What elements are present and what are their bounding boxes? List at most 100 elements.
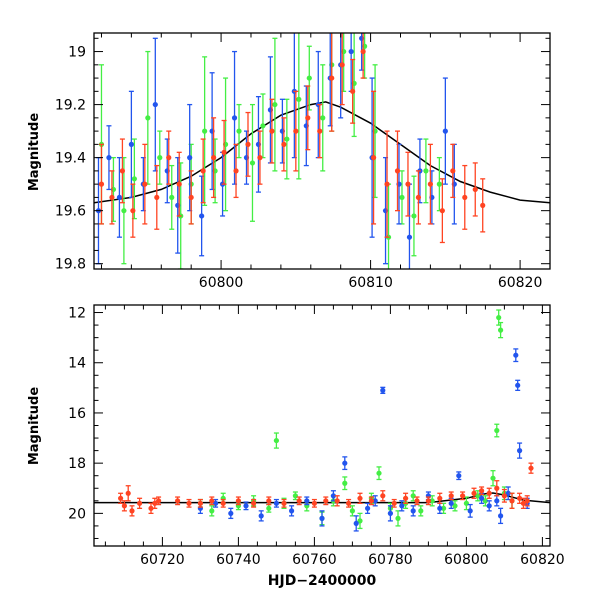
data-point <box>188 194 194 201</box>
data-point <box>429 498 435 504</box>
data-point <box>406 234 413 240</box>
data-point <box>258 513 264 519</box>
data-point <box>176 181 182 187</box>
data-point <box>273 500 279 506</box>
data-point <box>152 500 158 506</box>
data-point <box>148 505 154 511</box>
data-point <box>119 168 126 174</box>
data-point <box>199 213 205 219</box>
data-point <box>121 208 127 214</box>
data-point <box>209 508 215 514</box>
data-point <box>501 493 507 499</box>
data-point <box>293 128 299 134</box>
data-point <box>405 181 411 187</box>
data-point <box>365 505 371 511</box>
data-point <box>169 194 175 201</box>
data-point <box>395 515 401 521</box>
data-point <box>380 493 386 499</box>
data-point <box>157 155 163 161</box>
data-point <box>410 508 416 514</box>
top-y-axis-title: Magnitude <box>27 113 42 192</box>
data-point <box>200 168 206 174</box>
top-panel: 60800 60810 60820 19 19.2 19.4 19.6 19.8 <box>55 32 551 291</box>
series-red <box>118 462 534 517</box>
data-point <box>260 123 266 129</box>
data-point <box>269 128 275 134</box>
data-point <box>125 490 131 496</box>
data-point <box>209 498 215 504</box>
data-point <box>211 155 217 161</box>
data-point <box>152 101 158 108</box>
data-point <box>496 314 502 321</box>
data-point <box>517 448 523 454</box>
data-point <box>220 500 226 506</box>
data-point <box>448 493 454 499</box>
data-point <box>175 498 181 504</box>
data-point <box>486 490 492 496</box>
data-point <box>372 498 378 504</box>
data-point <box>479 488 485 494</box>
y-tick-label: 18 <box>68 456 86 472</box>
y-tick-label: 19 <box>68 45 86 61</box>
data-point <box>418 508 424 514</box>
data-point <box>272 101 278 108</box>
data-point <box>334 498 340 504</box>
data-point <box>221 149 227 155</box>
data-point <box>243 503 249 509</box>
data-point <box>251 500 257 506</box>
data-point <box>154 194 160 201</box>
data-point <box>273 437 279 444</box>
data-point <box>305 115 311 121</box>
data-point <box>498 513 504 519</box>
data-point <box>357 518 363 524</box>
data-point <box>498 327 504 333</box>
data-point <box>482 498 488 504</box>
data-point <box>411 213 417 219</box>
data-point <box>339 62 345 68</box>
data-point <box>494 498 500 504</box>
data-point <box>437 495 443 501</box>
data-point <box>524 498 530 504</box>
data-point <box>142 181 148 187</box>
data-point <box>121 503 127 509</box>
axes: 60800 60810 60820 19 19.2 19.4 19.6 19.8 <box>55 33 551 291</box>
data-point <box>471 490 477 496</box>
data-point <box>480 202 486 208</box>
plot-frame <box>93 32 551 270</box>
data-point <box>257 155 263 161</box>
data-point <box>448 500 454 506</box>
data-point <box>462 194 468 201</box>
x-tick-label: 60740 <box>216 552 261 568</box>
data-point <box>130 208 136 214</box>
plot-area <box>94 33 550 269</box>
x-tick-label: 60820 <box>498 275 543 291</box>
x-tick-label: 60810 <box>348 275 393 291</box>
data-point <box>145 115 151 121</box>
data-point <box>384 181 390 187</box>
data-point <box>517 495 523 501</box>
plot-frame <box>93 304 551 547</box>
data-point <box>306 75 312 81</box>
x-tick-label: 60820 <box>520 552 565 568</box>
data-point <box>368 498 374 504</box>
data-point <box>296 96 302 102</box>
data-point <box>460 493 466 499</box>
data-point <box>187 155 193 161</box>
plot-area <box>94 309 550 532</box>
data-point <box>109 194 115 201</box>
x-tick-label: 60780 <box>368 552 413 568</box>
data-point <box>231 115 238 121</box>
data-point <box>349 508 355 514</box>
data-point <box>441 505 447 511</box>
data-point <box>330 493 336 499</box>
x-tick-label: 60800 <box>199 275 244 291</box>
data-point <box>266 505 272 511</box>
bottom-panel: 60720 60740 60760 60780 60800 60820 12 14 16 18 20 <box>68 304 565 568</box>
bottom-x-axis-title: HJD−2400000 <box>268 573 377 589</box>
data-point <box>513 352 519 358</box>
data-point <box>197 500 203 506</box>
y-tick-label: 12 <box>68 306 86 322</box>
data-point <box>479 495 485 501</box>
data-point <box>414 498 420 504</box>
data-point <box>348 48 354 55</box>
